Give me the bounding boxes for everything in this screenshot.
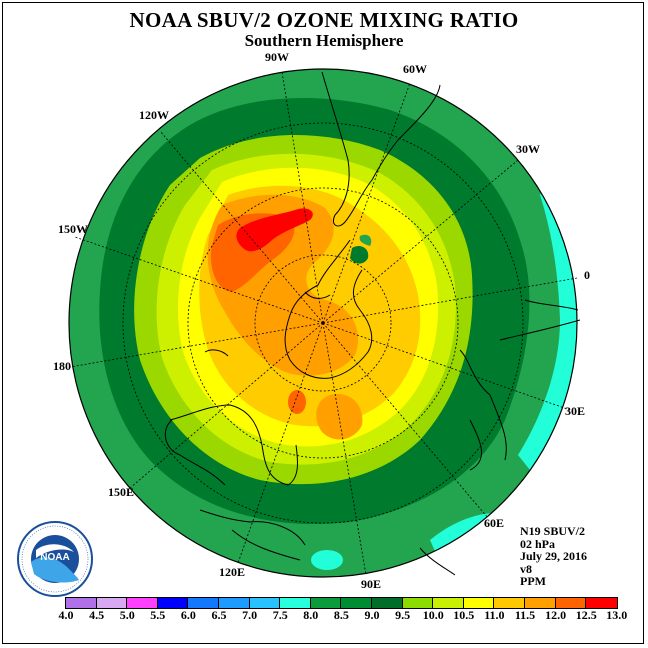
colorbar-tick-label: 10.0	[422, 608, 444, 622]
info-instrument: N19 SBUV/2	[520, 524, 586, 538]
colorbar-swatch	[433, 598, 464, 608]
colorbar-tick-label: 7.0	[242, 608, 258, 622]
colorbar-tick-label: 11.5	[514, 608, 536, 622]
map-title: NOAA SBUV/2 OZONE MIXING RATIO	[129, 8, 519, 32]
colorbar-swatch	[555, 598, 587, 608]
lon-label-180: 180	[53, 359, 71, 373]
info-block: N19 SBUV/2 02 hPa July 29, 2016 v8 PPM	[520, 525, 587, 588]
colorbar-swatch	[524, 598, 556, 608]
colorbar-swatch	[188, 598, 219, 608]
field-level-12-0	[236, 208, 313, 252]
lon-label-0: 0	[584, 268, 590, 282]
field-low-south	[311, 550, 343, 570]
colorbar-swatch	[96, 598, 128, 608]
colorbar-swatch	[66, 598, 97, 608]
lon-label-90w: 90W	[265, 50, 289, 64]
colorbar-tick-label: 11.0	[484, 608, 505, 622]
lon-label-60e: 60E	[484, 516, 505, 530]
colorbar	[65, 597, 618, 609]
colorbar-tick-label: 6.0	[180, 608, 196, 622]
colorbar-tick-label: 10.5	[453, 608, 475, 622]
lon-label-90e: 90E	[361, 577, 382, 591]
colorbar-swatch	[218, 598, 250, 608]
colorbar-ticks: 4.0 4.5 5.0 5.5 6.0 6.5 7.0 7.5 8.0 8.5 9.0 9.5 10.0…	[52, 608, 628, 622]
colorbar-swatch	[402, 598, 434, 608]
colorbar-tick-label: 4.5	[89, 608, 105, 622]
lon-label-120w: 120W	[139, 108, 169, 122]
info-date: July 29, 2016	[520, 549, 588, 564]
colorbar-swatch	[127, 598, 158, 608]
colorbar-tick-label: 12.0	[545, 608, 567, 622]
ozone-field	[69, 69, 577, 577]
lon-label-120e: 120E	[219, 565, 246, 579]
colorbar-tick-label: 5.0	[119, 608, 135, 622]
map-subtitle: Southern Hemisphere	[244, 31, 404, 50]
colorbar-swatch	[341, 598, 372, 608]
colorbar-swatch	[310, 598, 342, 608]
colorbar-swatch	[463, 598, 495, 608]
lon-label-150e: 150E	[108, 485, 135, 499]
info-version: v8	[520, 561, 532, 576]
colorbar-swatch	[249, 598, 281, 608]
field-level-11-0-south	[316, 394, 363, 440]
colorbar-swatch	[586, 598, 617, 608]
colorbar-swatch	[157, 598, 189, 608]
colorbar-tick-label: 13.0	[606, 608, 628, 622]
colorbar-tick-label: 4.0	[58, 608, 74, 622]
colorbar-tick-label: 5.5	[150, 608, 166, 622]
lon-label-30e: 30E	[565, 404, 586, 418]
colorbar-tick-label: 6.5	[211, 608, 227, 622]
colorbar-tick-label: 7.5	[272, 608, 288, 622]
colorbar-swatch	[494, 598, 525, 608]
lon-label-30w: 30W	[516, 142, 540, 156]
map-boundary	[68, 68, 578, 578]
coastlines	[164, 71, 581, 576]
colorbar-tick-label: 9.5	[395, 608, 411, 622]
info-units: PPM	[520, 574, 546, 589]
colorbar-tick-label: 9.0	[364, 608, 380, 622]
colorbar-swatch	[280, 598, 311, 608]
field-level-11-5-south	[288, 390, 306, 414]
colorbar-swatch	[371, 598, 403, 608]
graticule	[69, 71, 578, 576]
colorbar-tick-label: 8.5	[333, 608, 349, 622]
field-patch	[350, 246, 369, 264]
logo-text: NOAA	[40, 552, 69, 563]
colorbar-tick-label: 12.5	[575, 608, 597, 622]
info-level: 02 hPa	[520, 536, 556, 551]
noaa-logo: NOAA	[17, 521, 93, 597]
lon-label-60w: 60W	[403, 62, 427, 76]
colorbar-tick-label: 8.0	[303, 608, 319, 622]
lon-label-150w: 150W	[58, 222, 88, 236]
